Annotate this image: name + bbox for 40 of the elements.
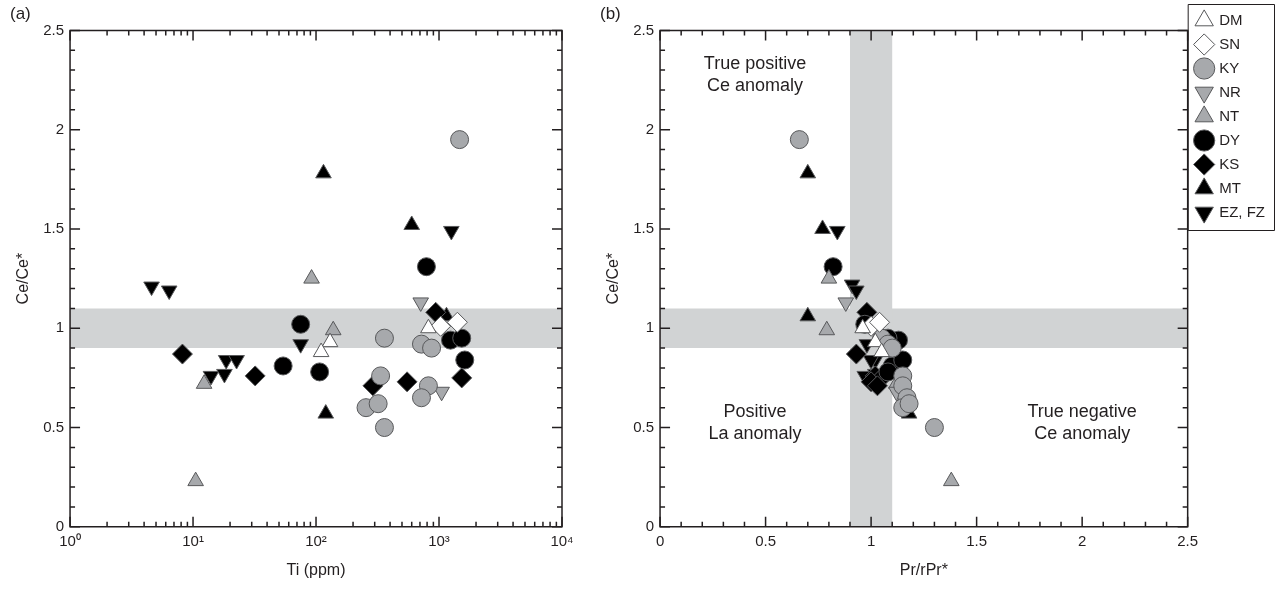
legend-label: SN <box>1219 34 1241 52</box>
y-tick-label: 0.5 <box>633 417 655 435</box>
chart-title: (b) <box>600 3 621 23</box>
legend-label: MT <box>1219 178 1241 196</box>
x-tick-label: 2.5 <box>1177 531 1199 549</box>
y-tick-label: 1.5 <box>43 219 65 237</box>
x-axis-title: Ti (ppm) <box>286 560 346 578</box>
y-axis-title: Ce/Ce* <box>14 252 32 305</box>
legend-label: NT <box>1219 106 1240 124</box>
legend-label: DM <box>1219 10 1243 28</box>
y-tick-label: 0.5 <box>43 417 65 435</box>
y-tick-label: 2 <box>55 119 65 137</box>
legend-label: EZ, FZ <box>1219 202 1265 220</box>
y-axis-title: Ce/Ce* <box>604 252 622 305</box>
y-tick-label: 0 <box>55 516 65 534</box>
x-tick-label: 2 <box>1077 531 1087 549</box>
y-tick-label: 1.5 <box>633 219 655 237</box>
x-tick-label: 10³ <box>428 531 450 549</box>
x-tick-label: 10⁴ <box>550 531 574 549</box>
x-axis-title: Pr/rPr* <box>899 560 948 578</box>
legend-label: NR <box>1219 82 1241 100</box>
y-tick-label: 2.5 <box>633 20 655 38</box>
annotation: True negative Ce anomaly <box>1027 400 1137 443</box>
y-tick-label: 2 <box>645 119 655 137</box>
y-tick-label: 1 <box>55 318 65 336</box>
annotation: Positive La anomaly <box>708 400 802 443</box>
legend-label: KY <box>1219 58 1240 76</box>
chart-title: (a) <box>10 3 31 23</box>
y-tick-label: 2.5 <box>43 20 65 38</box>
legend-label: DY <box>1219 130 1241 148</box>
x-tick-label: 10¹ <box>182 531 204 549</box>
x-tick-label: 1 <box>866 531 876 549</box>
x-tick-label: 1.5 <box>966 531 988 549</box>
x-tick-label: 10⁰ <box>59 531 81 549</box>
x-tick-label: 10² <box>305 531 327 549</box>
y-tick-label: 0 <box>645 516 655 534</box>
y-tick-label: 1 <box>645 318 655 336</box>
x-tick-label: 0.5 <box>755 531 777 549</box>
legend-label: KS <box>1219 154 1240 172</box>
annotation: True positive Ce anomaly <box>703 53 807 96</box>
